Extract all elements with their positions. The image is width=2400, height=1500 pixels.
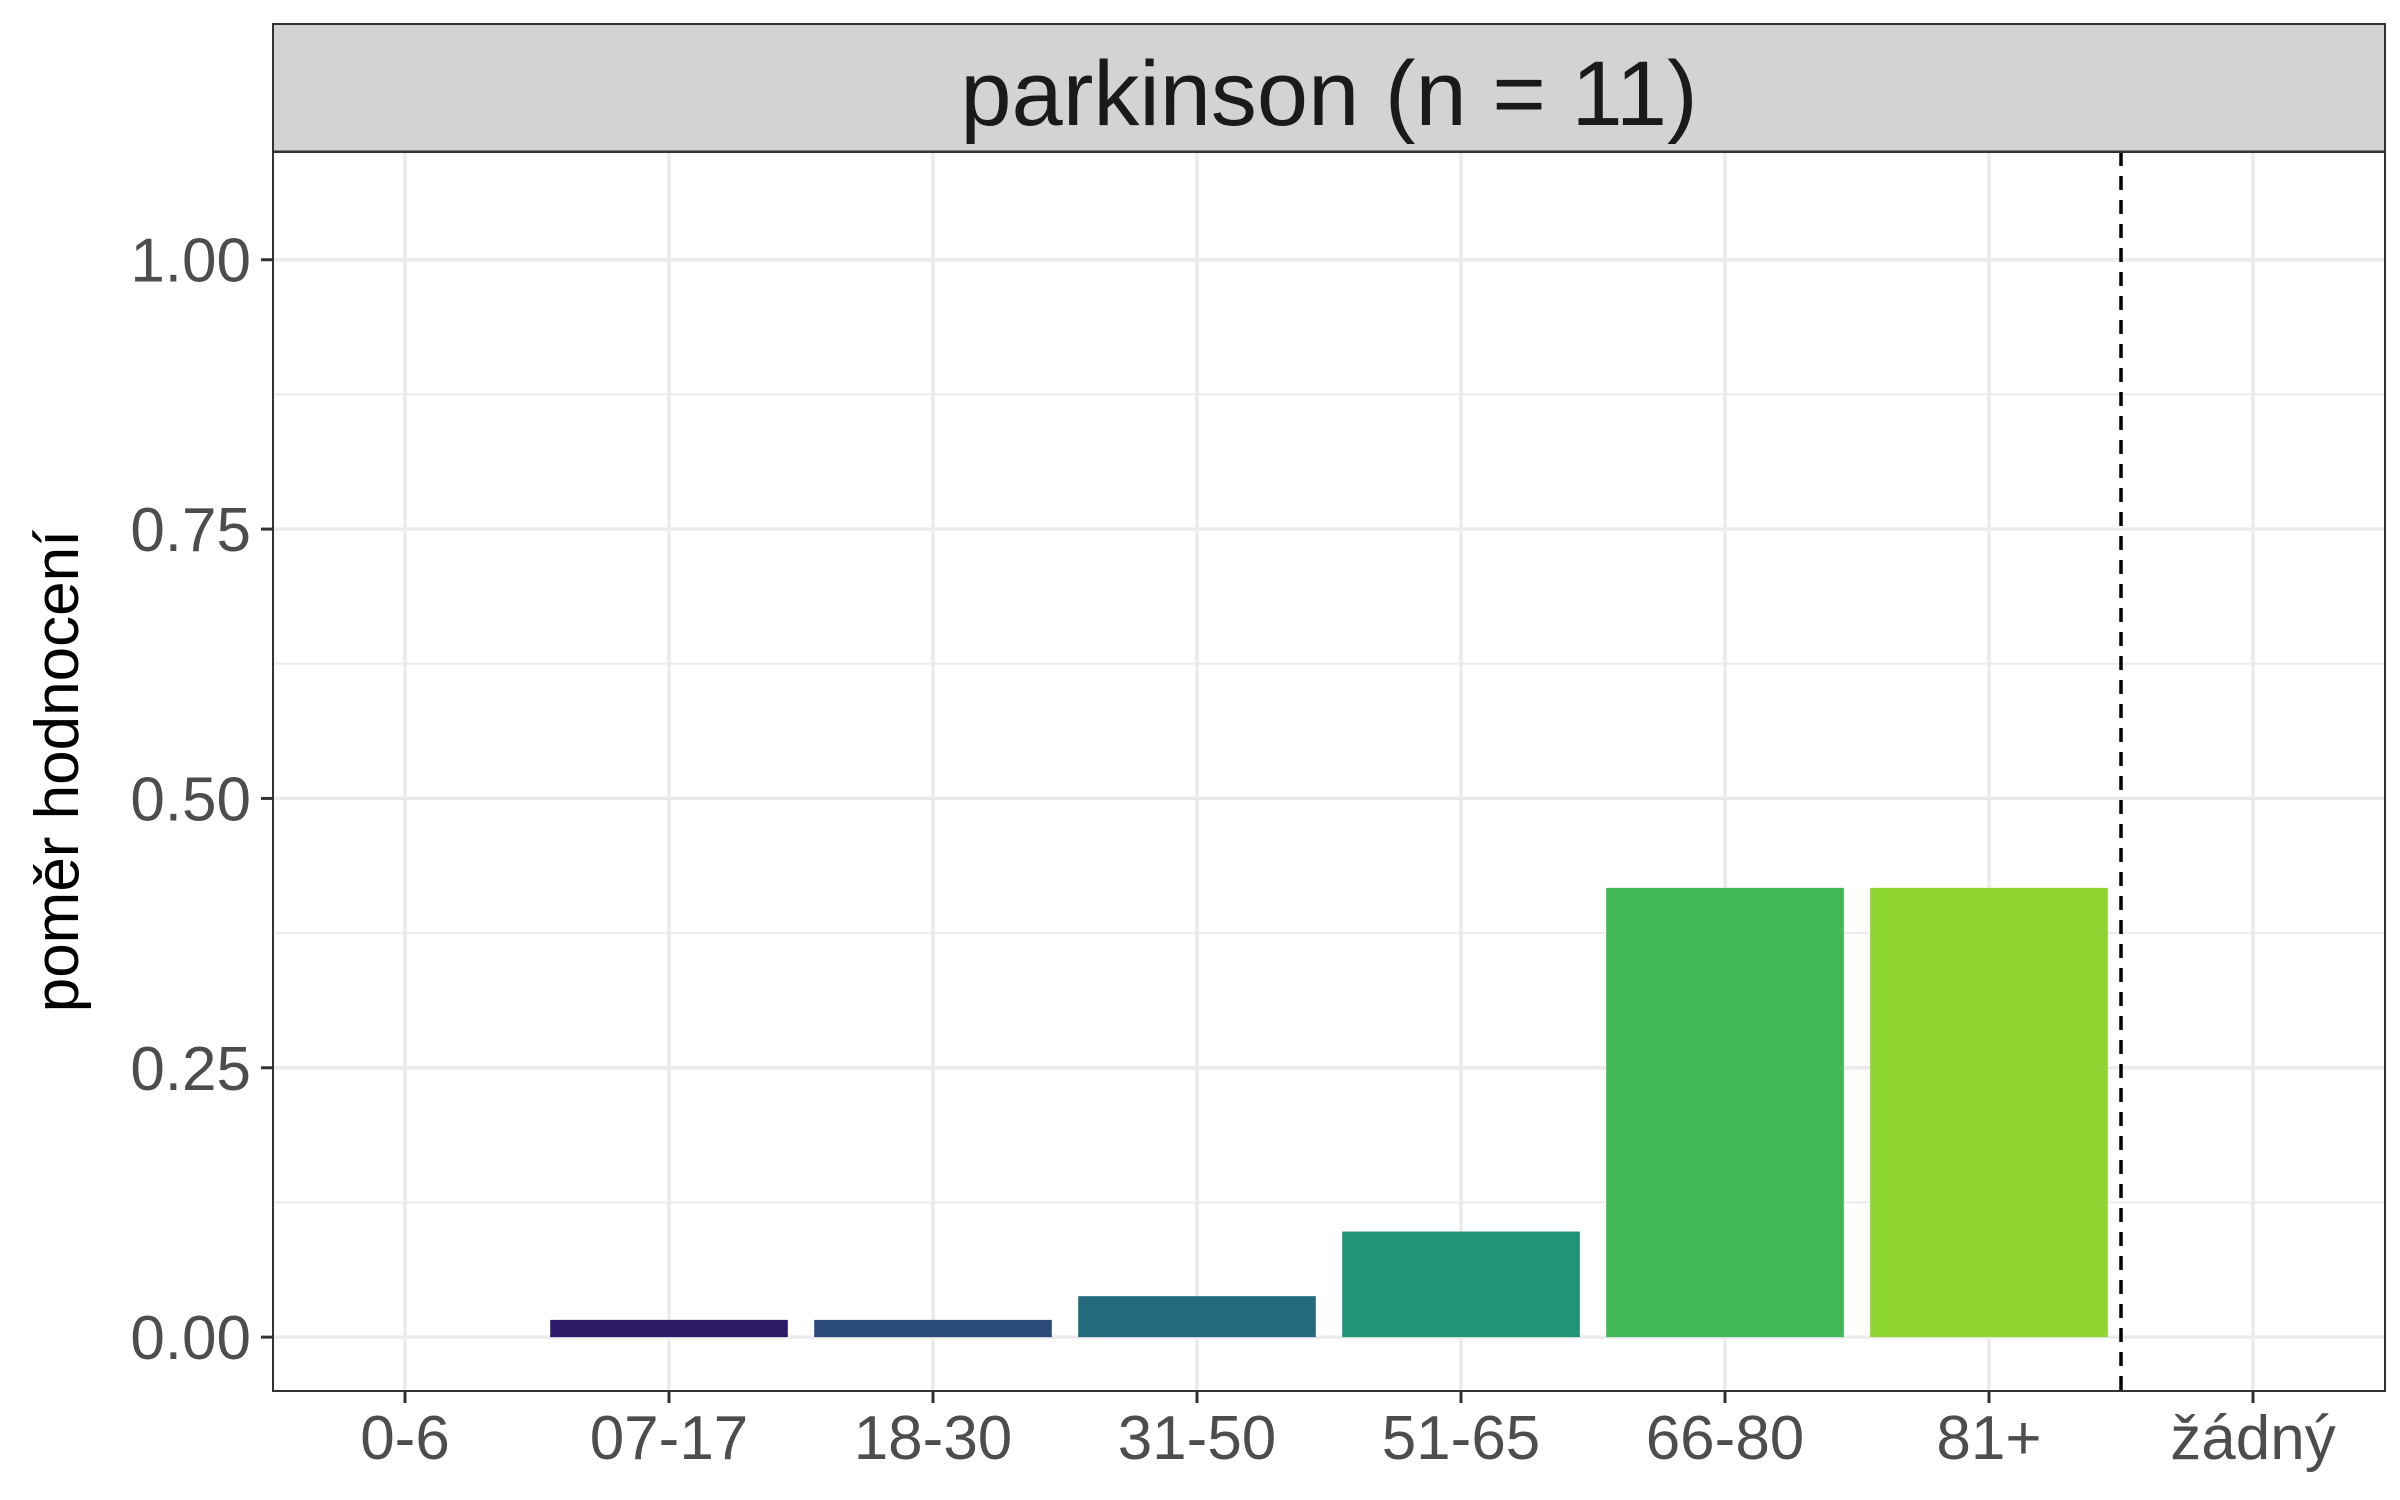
- y-axis-title: poměr hodnocení: [23, 530, 92, 1013]
- x-tick-label: 0-6: [360, 1404, 450, 1473]
- bars: [550, 887, 2108, 1338]
- x-tick-label: 66-80: [1646, 1404, 1805, 1473]
- bar-81+: [1870, 887, 2108, 1338]
- x-tick-label: 51-65: [1382, 1404, 1541, 1473]
- plot-border: [272, 151, 2386, 1392]
- panel-strip: [272, 23, 2386, 153]
- bar-51-65: [1342, 1231, 1580, 1338]
- x-tick-label: 18-30: [854, 1404, 1013, 1473]
- y-tick-label: 1.00: [130, 227, 251, 296]
- bar-07-17: [550, 1319, 788, 1338]
- bar-66-80: [1606, 887, 1844, 1338]
- y-tick-label: 0.50: [130, 765, 251, 834]
- panel-title: parkinson (n = 11): [960, 43, 1697, 145]
- y-tick-label: 0.75: [130, 496, 251, 565]
- y-tick-label: 0.00: [130, 1304, 251, 1373]
- x-tick-label: 31-50: [1118, 1404, 1277, 1473]
- x-axis: 0-6 07-17 18-30 31-50 51-65 66-80 81+ žádný: [360, 1391, 2336, 1473]
- x-tick-label: žádný: [2170, 1404, 2335, 1473]
- x-tick-label: 81+: [1936, 1404, 2041, 1473]
- bar-18-30: [814, 1319, 1052, 1338]
- bar-31-50: [1078, 1296, 1316, 1338]
- x-tick-label: 07-17: [590, 1404, 749, 1473]
- y-axis: 0.00 0.25 0.50 0.75 1.00: [130, 227, 273, 1373]
- y-tick-label: 0.25: [130, 1035, 251, 1104]
